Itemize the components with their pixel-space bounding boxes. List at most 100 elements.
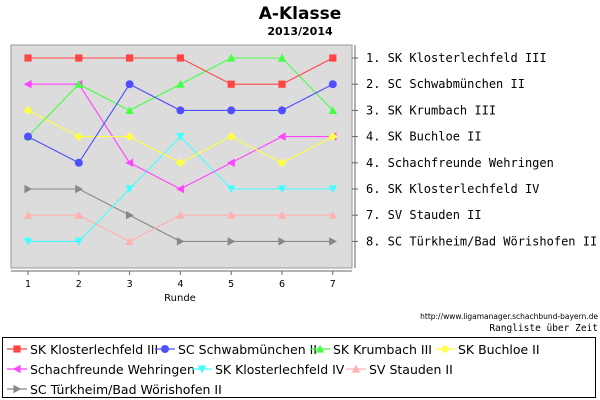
legend-swatch [435, 344, 455, 354]
series-point [74, 237, 83, 246]
legend-swatch-marker [13, 345, 21, 353]
series-point [277, 211, 287, 219]
chart-title: A-Klasse [259, 4, 341, 24]
legend-swatch-marker [161, 345, 169, 353]
x-tick-label: 2 [76, 279, 82, 290]
x-tick-label: 5 [228, 279, 234, 290]
series-point [23, 80, 32, 89]
series-point [125, 80, 134, 89]
series-point [227, 53, 236, 62]
series-point [24, 54, 32, 62]
series-point [176, 158, 185, 168]
series-point [227, 237, 236, 246]
legend-swatch-marker [315, 344, 325, 353]
legend-item: SK Klosterlechfeld III [7, 340, 158, 358]
x-axis-label: Runde [164, 293, 196, 304]
legend-label: SK Klosterlechfeld IV [215, 361, 345, 377]
series-group [23, 211, 337, 245]
series-point [277, 132, 286, 141]
series-point [227, 106, 236, 115]
legend-swatch-marker [440, 344, 450, 354]
legend-swatch [192, 365, 212, 374]
series-point [329, 237, 337, 246]
source-url: http://www.ligamanager.schachbund-bayern… [420, 312, 598, 321]
legend-item: SC Schwabmünchen II [155, 340, 317, 358]
series-group [24, 184, 337, 246]
chart-subtitle: 2013/2014 [267, 25, 333, 38]
series-point [125, 158, 134, 167]
legend-swatch [155, 345, 175, 353]
series-point [277, 158, 287, 168]
series-point [329, 54, 337, 62]
series-point [328, 185, 337, 194]
series-point [125, 106, 134, 114]
series-point [176, 80, 185, 88]
series-point [125, 132, 134, 141]
series-point [328, 132, 338, 141]
legend-swatch-marker [13, 384, 22, 394]
rank-label: 7. SV Stauden II [366, 208, 482, 222]
legend-item: SV Stauden II [346, 360, 453, 378]
series-group [23, 133, 337, 246]
series-point [277, 185, 287, 194]
series-point [126, 211, 134, 220]
rank-label: 1. SK Klosterlechfeld III [366, 51, 547, 65]
legend-item: Schachfreunde Wehringen [7, 360, 195, 378]
legend-swatch [7, 364, 27, 374]
series-point [277, 53, 287, 62]
series-point [125, 185, 134, 194]
series-point [74, 132, 84, 141]
series-point [278, 106, 286, 115]
rank-label: 8. SC Türkheim/Bad Wörishofen II [366, 234, 597, 248]
series-point [75, 54, 83, 62]
series-point [23, 211, 33, 219]
legend-swatch-marker [12, 364, 21, 374]
rank-label: 4. SK Buchloe II [366, 130, 482, 144]
series-point [176, 54, 184, 62]
rank-label: 3. SK Krumbach III [366, 103, 496, 117]
x-tick-label: 6 [279, 279, 285, 290]
legend-label: SK Buchloe II [458, 341, 540, 357]
legend-label: SV Stauden II [369, 361, 453, 377]
chart-caption: Rangliste über Zeit [489, 323, 598, 334]
x-tick-label: 1 [25, 279, 31, 290]
plot-area [10, 44, 353, 269]
legend-label: Schachfreunde Wehringen [30, 361, 195, 377]
series-point [75, 184, 83, 194]
series-point [126, 54, 134, 62]
legend: SK Klosterlechfeld III SC Schwabmünchen I… [2, 337, 596, 398]
series-point [24, 132, 32, 141]
x-tick-label: 4 [177, 279, 183, 290]
legend-item: SC Türkheim/Bad Wörishofen II [7, 380, 222, 398]
series-point [176, 184, 184, 194]
legend-swatch [7, 345, 27, 353]
legend-item: SK Krumbach III [310, 340, 432, 358]
legend-swatch [310, 344, 330, 353]
series-point [74, 211, 83, 219]
series-point [125, 237, 134, 245]
legend-swatch [346, 364, 366, 373]
series-point [74, 80, 83, 88]
series-point [227, 185, 236, 194]
series-point [23, 106, 33, 115]
series-group [24, 80, 337, 167]
x-tick-label: 3 [127, 279, 133, 290]
legend-swatch-marker [351, 364, 361, 373]
legend-label: SK Klosterlechfeld III [30, 341, 159, 357]
legend-label: SK Krumbach III [333, 341, 432, 357]
series-point [278, 80, 286, 88]
series-point [278, 237, 287, 246]
series-group [23, 106, 338, 168]
series-point [176, 106, 185, 115]
series-point [23, 237, 33, 246]
series-point [227, 80, 235, 88]
series-point [227, 158, 235, 167]
series-point [227, 211, 236, 219]
series-point [226, 132, 236, 141]
series-point [328, 106, 337, 114]
series-point [328, 211, 337, 219]
legend-label: SC Schwabmünchen II [178, 341, 317, 357]
series-point [24, 184, 33, 194]
legend-label: SC Türkheim/Bad Wörishofen II [30, 381, 222, 397]
